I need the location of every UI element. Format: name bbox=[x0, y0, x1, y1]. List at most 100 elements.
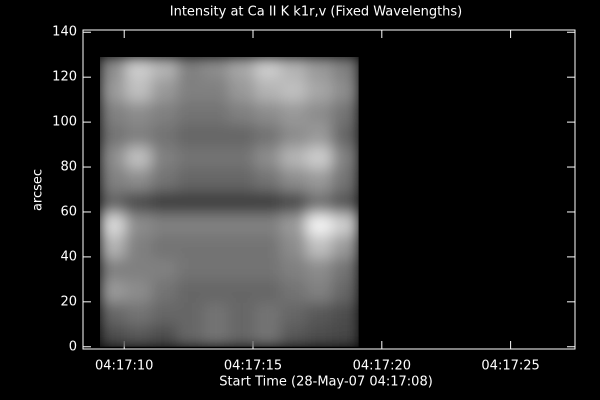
image-cell bbox=[125, 212, 153, 236]
image-cell bbox=[228, 56, 256, 80]
image-cell bbox=[151, 212, 179, 236]
image-cell bbox=[100, 78, 127, 103]
y-tick-label: 120 bbox=[52, 70, 77, 85]
image-cell bbox=[151, 167, 179, 192]
image-cell bbox=[228, 323, 256, 347]
image-cell bbox=[100, 257, 127, 281]
image-cell bbox=[332, 101, 359, 125]
image-cell bbox=[125, 190, 153, 214]
image-cell bbox=[280, 78, 308, 103]
image-cell bbox=[177, 190, 204, 214]
image-cell bbox=[125, 101, 153, 125]
image-cell bbox=[202, 323, 230, 347]
intensity-image bbox=[100, 56, 359, 347]
image-cell bbox=[177, 212, 204, 236]
image-cell bbox=[280, 301, 308, 325]
image-cell bbox=[228, 145, 256, 169]
image-cell bbox=[177, 323, 204, 347]
image-cell bbox=[228, 78, 256, 103]
image-cell bbox=[125, 145, 153, 169]
image-cell bbox=[306, 301, 334, 325]
image-cell bbox=[306, 56, 334, 80]
image-cell bbox=[151, 101, 179, 125]
y-tick-label: 60 bbox=[60, 204, 77, 219]
image-cell bbox=[228, 167, 256, 192]
image-cell bbox=[306, 145, 334, 169]
image-cell bbox=[125, 78, 153, 103]
image-cell bbox=[306, 279, 334, 303]
image-cell bbox=[254, 212, 282, 236]
y-tick-label: 100 bbox=[52, 115, 77, 130]
image-cell bbox=[332, 56, 359, 80]
image-cell bbox=[254, 190, 282, 214]
image-cell bbox=[125, 323, 153, 347]
x-tick-label: 04:17:10 bbox=[95, 359, 153, 374]
x-tick-label: 04:17:25 bbox=[481, 359, 539, 374]
image-cell bbox=[151, 123, 179, 147]
image-cell bbox=[306, 167, 334, 192]
image-cell bbox=[332, 279, 359, 303]
x-axis-label: Start Time (28-May-07 04:17:08) bbox=[219, 375, 433, 390]
image-cell bbox=[332, 301, 359, 325]
image-cell bbox=[332, 167, 359, 192]
image-cell bbox=[332, 323, 359, 347]
y-tick-label: 140 bbox=[52, 25, 77, 40]
image-cell bbox=[228, 257, 256, 281]
image-cell bbox=[306, 234, 334, 259]
image-cell bbox=[125, 167, 153, 192]
image-cell bbox=[202, 56, 230, 80]
image-cell bbox=[202, 190, 230, 214]
image-cell bbox=[125, 279, 153, 303]
image-cell bbox=[151, 257, 179, 281]
image-cell bbox=[125, 123, 153, 147]
x-tick-label: 04:17:20 bbox=[353, 359, 411, 374]
image-cell bbox=[100, 301, 127, 325]
image-cell bbox=[125, 257, 153, 281]
y-tick-label: 20 bbox=[60, 294, 77, 309]
image-cell bbox=[151, 145, 179, 169]
image-cell bbox=[177, 101, 204, 125]
image-cell bbox=[254, 323, 282, 347]
y-tick-label: 0 bbox=[69, 339, 77, 354]
image-cell bbox=[202, 279, 230, 303]
image-cell bbox=[100, 279, 127, 303]
image-cell bbox=[228, 123, 256, 147]
image-cell bbox=[177, 257, 204, 281]
y-tick-label: 80 bbox=[60, 160, 77, 175]
chart-title: Intensity at Ca II K k1r,v (Fixed Wavele… bbox=[170, 5, 463, 20]
image-cell bbox=[202, 78, 230, 103]
image-cell bbox=[177, 78, 204, 103]
image-cell bbox=[151, 323, 179, 347]
image-cell bbox=[332, 234, 359, 259]
image-cell bbox=[306, 257, 334, 281]
image-cell bbox=[306, 78, 334, 103]
image-cell bbox=[202, 123, 230, 147]
image-cell bbox=[177, 123, 204, 147]
image-cell bbox=[280, 167, 308, 192]
image-cell bbox=[280, 123, 308, 147]
image-cell bbox=[306, 212, 334, 236]
image-cell bbox=[100, 101, 127, 125]
image-cell bbox=[280, 257, 308, 281]
image-cell bbox=[100, 190, 127, 214]
image-cell bbox=[100, 212, 127, 236]
image-cell bbox=[254, 78, 282, 103]
image-cell bbox=[202, 234, 230, 259]
image-cell bbox=[280, 212, 308, 236]
image-cell bbox=[306, 123, 334, 147]
image-cell bbox=[254, 279, 282, 303]
image-cell bbox=[254, 145, 282, 169]
image-cell bbox=[202, 145, 230, 169]
image-cell bbox=[332, 78, 359, 103]
image-cell bbox=[100, 167, 127, 192]
image-cell bbox=[254, 257, 282, 281]
image-cell bbox=[202, 167, 230, 192]
image-cell bbox=[280, 234, 308, 259]
image-cell bbox=[332, 123, 359, 147]
image-cell bbox=[177, 167, 204, 192]
image-cell bbox=[228, 212, 256, 236]
image-cell bbox=[125, 56, 153, 80]
image-cell bbox=[280, 56, 308, 80]
image-cell bbox=[280, 190, 308, 214]
